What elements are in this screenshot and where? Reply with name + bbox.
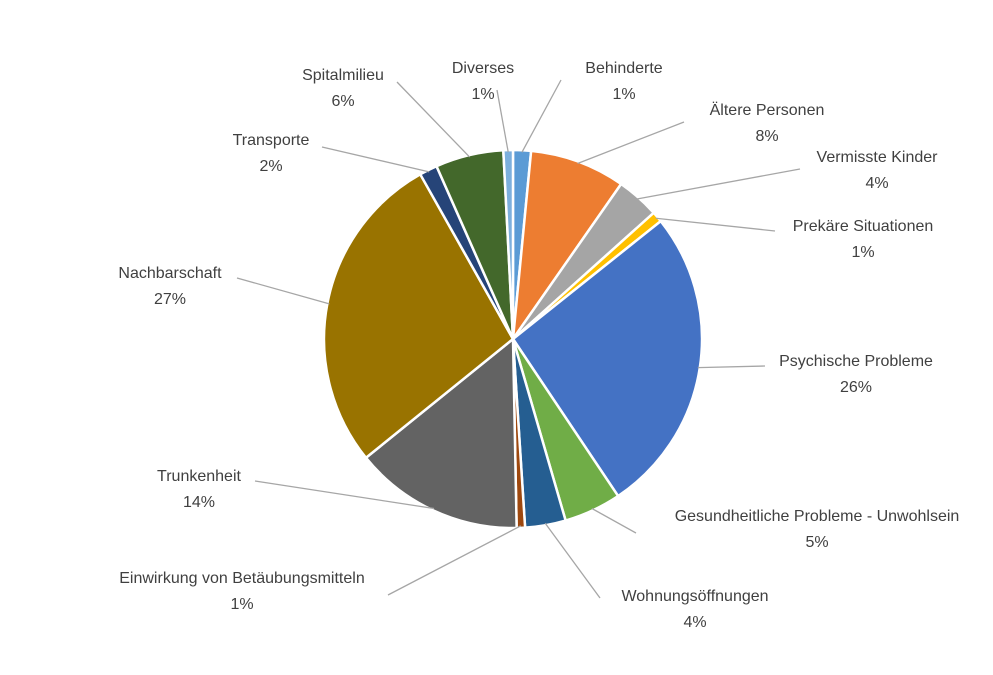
- leader-line: [387, 525, 522, 596]
- slice-label: Wohnungsöffnungen: [621, 588, 768, 605]
- pie-slice: [511, 149, 623, 341]
- slice-label: Psychische Probleme: [779, 353, 933, 370]
- pie-slices: [322, 148, 704, 530]
- leader-line: [636, 168, 801, 200]
- slice-percent-label: 26%: [840, 379, 872, 396]
- slice-label: Prekäre Situationen: [793, 218, 934, 235]
- leader-line: [321, 146, 430, 173]
- leader-line: [521, 79, 562, 153]
- pie-slice: [364, 337, 518, 530]
- slice-percent-label: 4%: [865, 175, 888, 192]
- slice-percent-label: 1%: [471, 86, 494, 103]
- leader-line: [577, 121, 685, 165]
- leader-lines: [236, 79, 801, 599]
- leader-line: [496, 89, 509, 153]
- slice-percent-label: 14%: [183, 494, 215, 511]
- slice-label: Transporte: [233, 132, 310, 149]
- slice-percent-label: 2%: [259, 158, 282, 175]
- slice-label: Behinderte: [585, 60, 662, 77]
- leader-line: [254, 480, 435, 510]
- slice-percent-label: 6%: [331, 93, 354, 110]
- slice-label: Vermisste Kinder: [817, 149, 939, 166]
- slice-label: Einwirkung von Betäubungsmitteln: [119, 570, 364, 587]
- slice-percent-label: 1%: [612, 86, 635, 103]
- leader-line: [396, 81, 471, 158]
- slice-label: Trunkenheit: [157, 468, 241, 485]
- slice-percent-label: 5%: [805, 534, 828, 551]
- slice-label: Ältere Personen: [710, 101, 825, 119]
- data-labels: Behinderte 1% Ältere Personen 8% Vermisste K…: [118, 60, 959, 631]
- slice-label: Spitalmilieu: [302, 67, 384, 84]
- leader-line: [591, 507, 637, 534]
- slice-label: Diverses: [452, 60, 514, 77]
- leader-line: [236, 277, 330, 305]
- slice-percent-label: 8%: [755, 128, 778, 145]
- slice-percent-label: 27%: [154, 291, 186, 308]
- leader-line: [655, 217, 776, 232]
- slice-label: Nachbarschaft: [118, 265, 222, 282]
- slice-percent-label: 1%: [230, 596, 253, 613]
- slice-percent-label: 1%: [851, 244, 874, 261]
- slice-label: Gesundheitliche Probleme - Unwohlsein: [675, 508, 960, 525]
- leader-line: [697, 365, 766, 369]
- slice-percent-label: 4%: [683, 614, 706, 631]
- leader-line: [544, 522, 601, 599]
